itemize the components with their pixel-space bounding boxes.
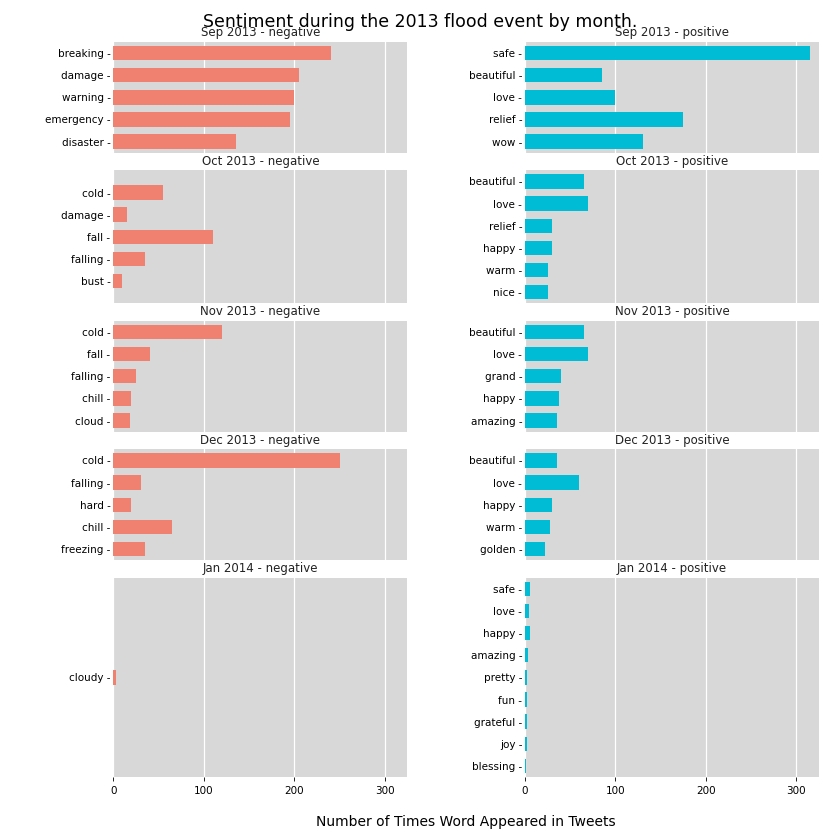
Bar (113, 325, 222, 339)
Bar (525, 604, 528, 618)
Bar (525, 113, 683, 127)
Bar (525, 197, 588, 211)
Bar (525, 581, 529, 596)
Bar (113, 274, 123, 288)
Bar (525, 347, 588, 361)
Bar (113, 134, 235, 149)
Bar (525, 46, 810, 60)
Bar (113, 475, 140, 490)
Bar (525, 325, 584, 339)
Bar (113, 542, 145, 556)
Bar (113, 46, 330, 60)
Bar (525, 90, 616, 104)
Bar (525, 369, 561, 384)
Bar (525, 68, 602, 82)
Bar (525, 241, 552, 255)
Title: Sep 2013 - positive: Sep 2013 - positive (615, 26, 729, 39)
Bar (525, 692, 527, 706)
Bar (113, 391, 132, 406)
Bar (525, 520, 550, 534)
Text: Sentiment during the 2013 flood event by month.: Sentiment during the 2013 flood event by… (202, 13, 638, 31)
Title: Nov 2013 - positive: Nov 2013 - positive (615, 306, 729, 318)
Bar (525, 174, 584, 189)
Title: Oct 2013 - positive: Oct 2013 - positive (616, 155, 728, 168)
Bar (113, 113, 290, 127)
Bar (113, 413, 129, 428)
Bar (525, 626, 529, 640)
Bar (525, 413, 557, 428)
Bar (525, 134, 643, 149)
Bar (525, 648, 528, 663)
Bar (525, 218, 552, 233)
Bar (525, 263, 548, 277)
Bar (113, 68, 299, 82)
Title: Dec 2013 - negative: Dec 2013 - negative (201, 433, 320, 447)
Bar (113, 454, 339, 468)
Bar (113, 252, 145, 266)
Bar (113, 497, 132, 512)
Bar (525, 497, 552, 512)
Title: Jan 2014 - negative: Jan 2014 - negative (202, 562, 318, 575)
Bar (113, 670, 116, 685)
Bar (113, 229, 213, 244)
Bar (113, 207, 127, 222)
Title: Nov 2013 - negative: Nov 2013 - negative (200, 306, 321, 318)
Bar (525, 715, 527, 729)
Bar (525, 475, 580, 490)
Bar (525, 391, 559, 406)
Title: Oct 2013 - negative: Oct 2013 - negative (202, 155, 319, 168)
Text: Number of Times Word Appeared in Tweets: Number of Times Word Appeared in Tweets (317, 815, 616, 828)
Bar (113, 90, 294, 104)
Bar (113, 186, 163, 200)
Bar (113, 347, 150, 361)
Bar (525, 737, 527, 751)
Bar (525, 542, 545, 556)
Bar (113, 520, 172, 534)
Bar (525, 285, 548, 299)
Bar (525, 454, 557, 468)
Bar (113, 369, 136, 384)
Bar (525, 670, 527, 685)
Title: Sep 2013 - negative: Sep 2013 - negative (201, 26, 320, 39)
Title: Dec 2013 - positive: Dec 2013 - positive (615, 433, 729, 447)
Bar (525, 759, 526, 773)
Title: Jan 2014 - positive: Jan 2014 - positive (617, 562, 727, 575)
